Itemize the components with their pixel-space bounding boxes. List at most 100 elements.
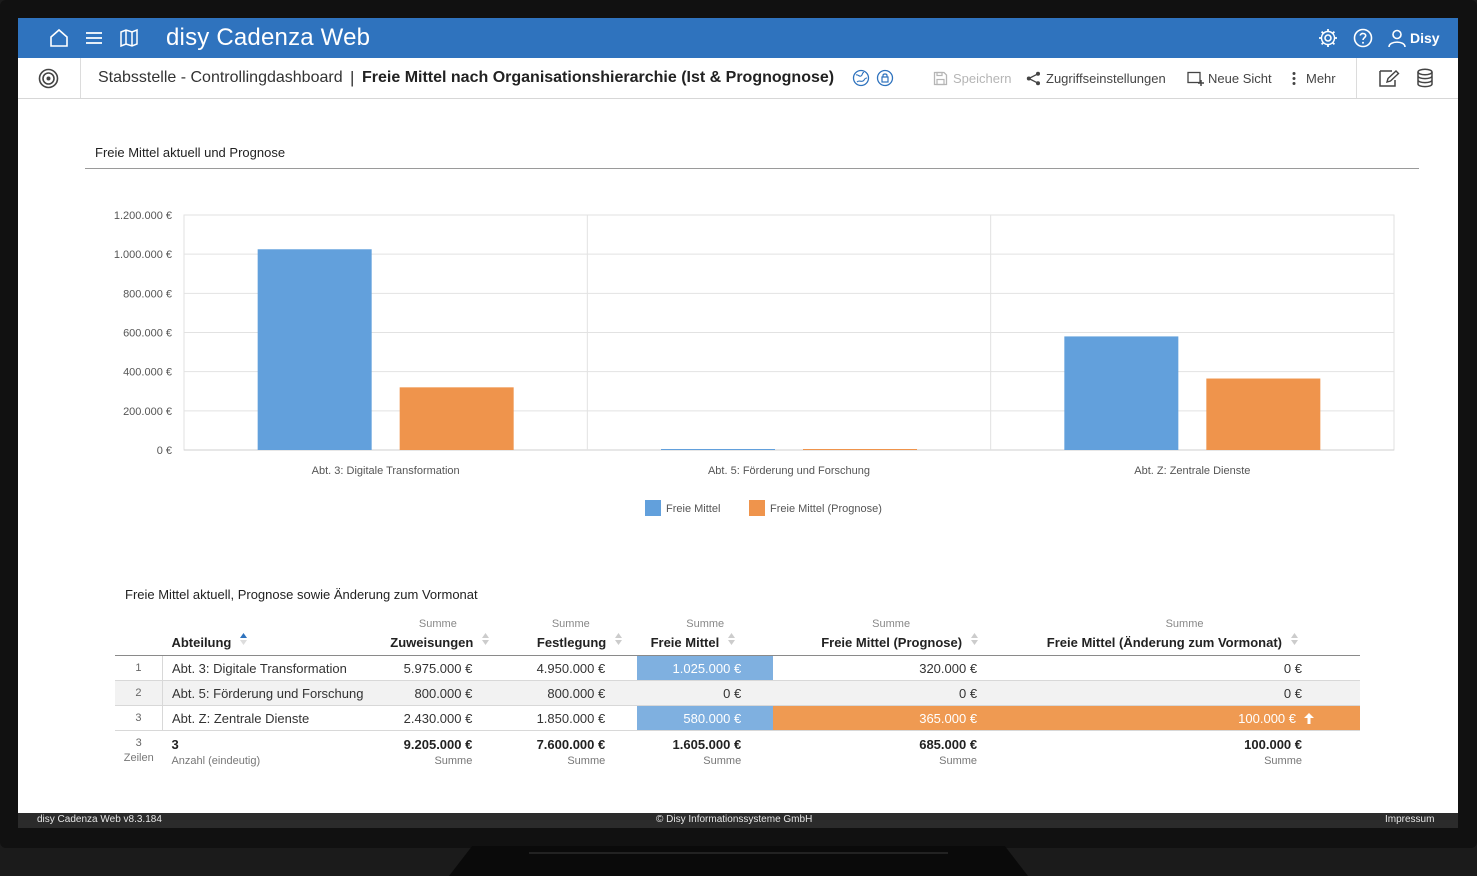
footer-agg-label: Summe [1264,755,1302,767]
y-tick-label: 200.000 € [123,406,172,418]
sort-icon[interactable] [1290,632,1299,646]
column-agg-label: Summe [418,618,457,630]
column-agg-label: Summe [686,618,725,630]
sort-icon[interactable] [614,632,623,646]
column-label: Festlegung [536,635,607,650]
help-icon[interactable] [1353,28,1373,48]
cell-prognose: 0 € [773,680,1010,706]
column-agg-label: Summe [1165,618,1204,630]
footer-freie-mittel: 1.605.000 € Summe [637,731,773,767]
new-view-label: Neue Sicht [1208,71,1272,86]
row-number: 2 [115,680,163,706]
save-icon [933,71,948,86]
bar [257,249,372,450]
y-tick-label: 1.200.000 € [114,210,172,222]
footer-zuweisungen: 9.205.000 € Summe [371,731,504,767]
sort-icon[interactable] [970,632,979,646]
column-agg-label: Summe [872,618,911,630]
x-tick-label: Abt. 5: Förderung und Forschung [708,465,870,477]
cell-zuweisungen: 5.975.000 € [371,655,505,681]
column-header-aenderung[interactable]: Summe Freie Mittel (Änderung zum Vormona… [1009,611,1360,656]
copyright-label: © Disy Informationssysteme GmbH [656,814,813,825]
database-icon[interactable] [1416,68,1434,88]
version-label: disy Cadenza Web v8.3.184 [37,814,162,825]
x-tick-label: Abt. 3: Digitale Transformation [312,465,460,477]
table-footer-row: 3 Zeilen 3 Anzahl (eindeutig) 9.205.000 … [115,731,1360,768]
footer-abteilung: 3 Anzahl (eindeutig) [162,731,371,767]
table-row[interactable]: 1 Abt. 3: Digitale Transformation 5.975.… [115,655,1360,681]
user-icon[interactable] [1387,28,1407,48]
table-row[interactable]: 3 Abt. Z: Zentrale Dienste 2.430.000 € 1… [115,705,1360,731]
column-label: Freie Mittel (Änderung zum Vormonat) [1046,635,1282,650]
footer-aenderung-value: 100.000 € [1244,737,1302,752]
home-icon[interactable] [49,28,69,48]
cell-aenderung: 100.000 € [1009,705,1360,731]
column-header-freie-mittel[interactable]: Summe Freie Mittel [637,611,774,656]
sort-icon[interactable] [727,632,736,646]
footer-agg-label: Summe [939,755,978,767]
y-tick-label: 1.000.000 € [114,249,172,261]
more-label: Mehr [1306,71,1336,86]
y-tick-label: 400.000 € [123,367,172,379]
breadcrumb[interactable]: Stabsstelle - Controllingdashboard [98,69,343,86]
chart-heading: Freie Mittel aktuell und Prognose [95,145,286,160]
table-heading: Freie Mittel aktuell, Prognose sowie Änd… [125,587,478,602]
row-number: 3 [115,705,163,731]
legend-swatch [645,500,661,516]
column-header-prognose[interactable]: Summe Freie Mittel (Prognose) [773,611,1010,656]
legend-label: Freie Mittel [666,503,720,515]
view-title: Freie Mittel nach Organisationshierarchi… [362,69,835,86]
table-header-row: Abteilung Summe Zuweisungen Summe Festle… [115,611,1360,656]
footer-agg-label: Summe [703,755,742,767]
user-name[interactable]: Disy [1410,30,1440,46]
divider [1356,58,1357,98]
x-tick-label: Abt. Z: Zentrale Dienste [1134,465,1250,477]
target-icon[interactable] [38,68,59,89]
cell-freie-mittel: 580.000 € [637,705,774,731]
column-agg-label: Summe [551,618,590,630]
cell-aenderung: 0 € [1009,680,1360,706]
column-label: Freie Mittel (Prognose) [821,635,963,650]
cell-abteilung: Abt. Z: Zentrale Dienste [162,705,372,731]
cell-aenderung-value: 100.000 € [1238,710,1296,726]
y-tick-label: 0 € [157,445,172,457]
sort-icon[interactable] [481,632,490,646]
edit-icon[interactable] [1378,69,1400,89]
table-row[interactable]: 2 Abt. 5: Förderung und Forschung 800.00… [115,680,1360,706]
map-icon[interactable] [119,28,139,48]
globe-icon[interactable] [852,69,870,87]
footer-zuweisungen-value: 9.205.000 € [403,737,473,752]
new-view-icon [1187,71,1204,86]
menu-icon[interactable] [84,28,104,48]
divider [80,58,81,98]
column-label: Freie Mittel [650,635,720,650]
arrow-up-icon [1304,712,1314,724]
cell-festlegung: 1.850.000 € [504,705,638,731]
footer-rowcount-label: Zeilen [123,752,154,764]
cell-freie-mittel: 1.025.000 € [637,655,774,681]
cell-prognose: 365.000 € [773,705,1010,731]
column-header-festlegung[interactable]: Summe Festlegung [504,611,638,656]
legend-swatch [749,500,765,516]
footer-festlegung-value: 7.600.000 € [536,737,606,752]
gear-icon[interactable] [1318,28,1338,48]
imprint-link[interactable]: Impressum [1385,814,1435,825]
more-vertical-icon [1292,72,1296,85]
y-tick-label: 600.000 € [123,328,172,340]
top-bar: disy Cadenza Web Disy [18,18,1458,58]
footer-abteilung-label: Anzahl (eindeutig) [171,755,261,767]
lock-icon[interactable] [876,69,894,87]
footer-rowcount-value: 3 [135,737,142,749]
cell-aenderung: 0 € [1009,655,1360,681]
cell-prognose: 320.000 € [773,655,1010,681]
app-screen: disy Cadenza Web Disy Stabsstelle - Cont… [18,18,1458,828]
legend-label: Freie Mittel (Prognose) [770,503,882,515]
cell-festlegung: 4.950.000 € [504,655,638,681]
y-tick-label: 800.000 € [123,288,172,300]
column-header-zuweisungen[interactable]: Summe Zuweisungen [371,611,505,656]
bar-chart: 0 € 200.000 € 400.000 € 600.000 € 800.000 € 1… [114,210,1395,516]
rownum-header [115,611,163,656]
sort-ascending-icon[interactable] [239,632,248,646]
column-header-abteilung[interactable]: Abteilung [162,611,372,656]
footer-rowcount: 3 Zeilen [115,731,162,768]
